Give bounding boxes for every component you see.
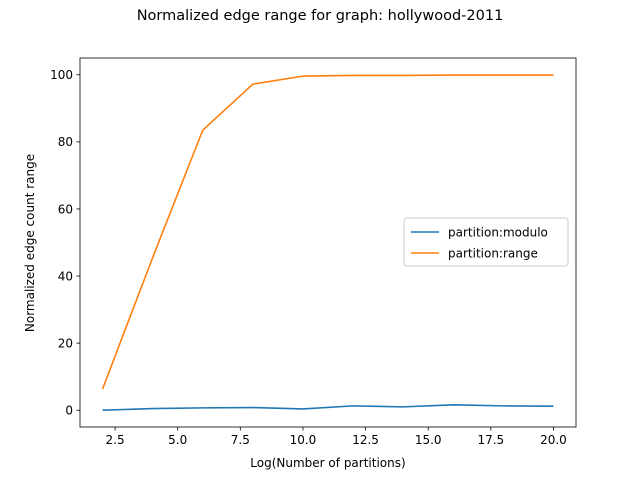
x-tick-label: 7.5 [231, 433, 250, 447]
x-tick-label: 2.5 [106, 433, 125, 447]
legend: partition:modulo partition:range [403, 217, 569, 267]
x-tick-label: 5.0 [168, 433, 187, 447]
y-tick-label: 80 [58, 135, 73, 149]
y-tick-label: 100 [50, 68, 73, 82]
y-tick-label: 40 [58, 269, 73, 283]
legend-box [403, 217, 569, 267]
series-layer [101, 74, 554, 412]
plot-frame [79, 57, 577, 428]
series-line-partition-modulo [102, 404, 554, 412]
x-tick-label: 12.5 [352, 433, 379, 447]
x-tick-label: 10.0 [290, 433, 317, 447]
series-line-partition-range [101, 74, 554, 390]
chart-title: Normalized edge range for graph: hollywo… [136, 8, 504, 24]
x-tick-label: 17.5 [477, 433, 504, 447]
y-axis-ticks: 0 20 40 60 80 100 [50, 68, 80, 418]
plot-area [79, 57, 577, 428]
legend-label: partition:range [448, 246, 538, 260]
x-tick-label: 15.0 [415, 433, 442, 447]
x-axis-ticks: 2.5 5.0 7.5 10.0 12.5 15.0 17.5 20.0 [106, 427, 567, 447]
x-tick-label: 20.0 [540, 433, 567, 447]
legend-label: partition:modulo [448, 225, 548, 239]
y-tick-label: 20 [58, 336, 73, 350]
x-axis-label: Log(Number of partitions) [250, 456, 405, 470]
y-tick-label: 0 [65, 404, 73, 418]
y-axis-label: Normalized edge count range [23, 154, 37, 332]
y-tick-label: 60 [58, 202, 73, 216]
